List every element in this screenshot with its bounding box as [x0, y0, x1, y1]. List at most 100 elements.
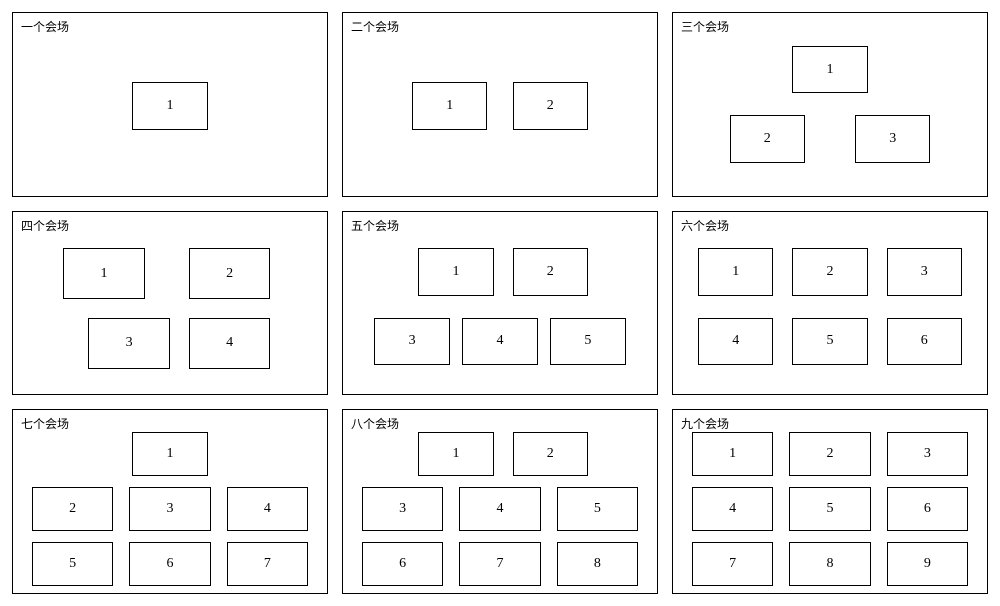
venue-box: 2 — [730, 115, 805, 162]
venue-label: 4 — [264, 501, 271, 517]
venue-label: 1 — [166, 446, 173, 462]
venue-label: 2 — [547, 446, 554, 462]
venue-label: 2 — [547, 264, 554, 280]
venue-box: 4 — [698, 318, 773, 365]
venue-label: 3 — [889, 131, 896, 147]
venue-label: 6 — [399, 556, 406, 572]
venue-label: 1 — [729, 446, 736, 462]
panel-title: 七个会场 — [21, 415, 69, 432]
venue-box: 7 — [459, 542, 541, 586]
venue-label: 1 — [166, 98, 173, 114]
panel-title: 四个会场 — [21, 217, 69, 234]
venue-box: 5 — [789, 487, 871, 531]
venue-label: 5 — [584, 333, 591, 349]
venue-label: 4 — [729, 501, 736, 517]
panel-1: 一个会场 1 — [12, 12, 328, 197]
venue-label: 7 — [496, 556, 503, 572]
venue-box: 4 — [189, 318, 271, 369]
venue-label: 9 — [924, 556, 931, 572]
venue-box: 9 — [887, 542, 969, 586]
panel-8: 八个会场 1 2 3 4 5 6 7 8 — [342, 409, 658, 594]
panel-3: 三个会场 1 2 3 — [672, 12, 988, 197]
venue-box: 8 — [557, 542, 639, 586]
venue-box: 4 — [462, 318, 537, 365]
venue-label: 5 — [826, 501, 833, 517]
layout-grid: 一个会场 1 二个会场 1 2 三个会场 1 2 3 四个会场 1 2 3 4 … — [12, 12, 988, 594]
venue-label: 1 — [453, 446, 460, 462]
venue-label: 2 — [69, 501, 76, 517]
venue-box: 3 — [887, 432, 969, 476]
venue-box: 7 — [227, 542, 309, 586]
venue-box: 8 — [789, 542, 871, 586]
venue-box: 5 — [792, 318, 867, 365]
venue-box: 2 — [189, 248, 271, 299]
panel-9: 九个会场 1 2 3 4 5 6 7 8 9 — [672, 409, 988, 594]
venue-label: 1 — [446, 98, 453, 114]
panel-title: 三个会场 — [681, 18, 729, 35]
venue-box: 4 — [227, 487, 309, 531]
venue-label: 4 — [226, 335, 233, 351]
panel-5: 五个会场 1 2 3 4 5 — [342, 211, 658, 396]
panel-2: 二个会场 1 2 — [342, 12, 658, 197]
venue-box: 5 — [557, 487, 639, 531]
venue-box: 1 — [132, 82, 207, 129]
venue-label: 4 — [732, 333, 739, 349]
venue-box: 1 — [692, 432, 774, 476]
venue-label: 7 — [729, 556, 736, 572]
venue-box: 7 — [692, 542, 774, 586]
venue-label: 1 — [826, 62, 833, 78]
venue-box: 4 — [692, 487, 774, 531]
venue-label: 2 — [826, 446, 833, 462]
panel-title: 二个会场 — [351, 18, 399, 35]
panel-title: 五个会场 — [351, 217, 399, 234]
venue-label: 3 — [126, 335, 133, 351]
venue-box: 3 — [129, 487, 211, 531]
venue-box: 6 — [887, 318, 962, 365]
venue-label: 3 — [166, 501, 173, 517]
venue-box: 2 — [513, 248, 588, 295]
venue-label: 7 — [264, 556, 271, 572]
venue-box: 1 — [418, 432, 493, 476]
venue-box: 1 — [132, 432, 207, 476]
venue-box: 2 — [792, 248, 867, 295]
venue-box: 5 — [550, 318, 625, 365]
venue-label: 4 — [496, 333, 503, 349]
venue-label: 6 — [924, 501, 931, 517]
venue-label: 6 — [921, 333, 928, 349]
venue-label: 2 — [547, 98, 554, 114]
venue-label: 1 — [732, 264, 739, 280]
venue-label: 2 — [826, 264, 833, 280]
venue-box: 2 — [513, 82, 588, 129]
venue-box: 6 — [129, 542, 211, 586]
panel-title: 一个会场 — [21, 18, 69, 35]
venue-label: 5 — [594, 501, 601, 517]
venue-label: 8 — [594, 556, 601, 572]
panel-title: 九个会场 — [681, 415, 729, 432]
panel-6: 六个会场 1 2 3 4 5 6 — [672, 211, 988, 396]
venue-box: 1 — [63, 248, 145, 299]
venue-box: 5 — [32, 542, 114, 586]
venue-box: 1 — [412, 82, 487, 129]
venue-label: 3 — [399, 501, 406, 517]
venue-label: 3 — [921, 264, 928, 280]
venue-label: 3 — [924, 446, 931, 462]
venue-box: 6 — [362, 542, 444, 586]
venue-box: 1 — [418, 248, 493, 295]
venue-label: 5 — [826, 333, 833, 349]
venue-box: 3 — [887, 248, 962, 295]
venue-label: 2 — [226, 266, 233, 282]
venue-box: 3 — [855, 115, 930, 162]
venue-label: 5 — [69, 556, 76, 572]
venue-label: 1 — [101, 266, 108, 282]
panel-7: 七个会场 1 2 3 4 5 6 7 — [12, 409, 328, 594]
venue-box: 3 — [374, 318, 449, 365]
venue-box: 6 — [887, 487, 969, 531]
venue-box: 1 — [792, 46, 867, 93]
venue-label: 1 — [453, 264, 460, 280]
panel-title: 八个会场 — [351, 415, 399, 432]
venue-box: 2 — [32, 487, 114, 531]
venue-box: 3 — [362, 487, 444, 531]
venue-box: 2 — [513, 432, 588, 476]
venue-box: 3 — [88, 318, 170, 369]
venue-box: 4 — [459, 487, 541, 531]
